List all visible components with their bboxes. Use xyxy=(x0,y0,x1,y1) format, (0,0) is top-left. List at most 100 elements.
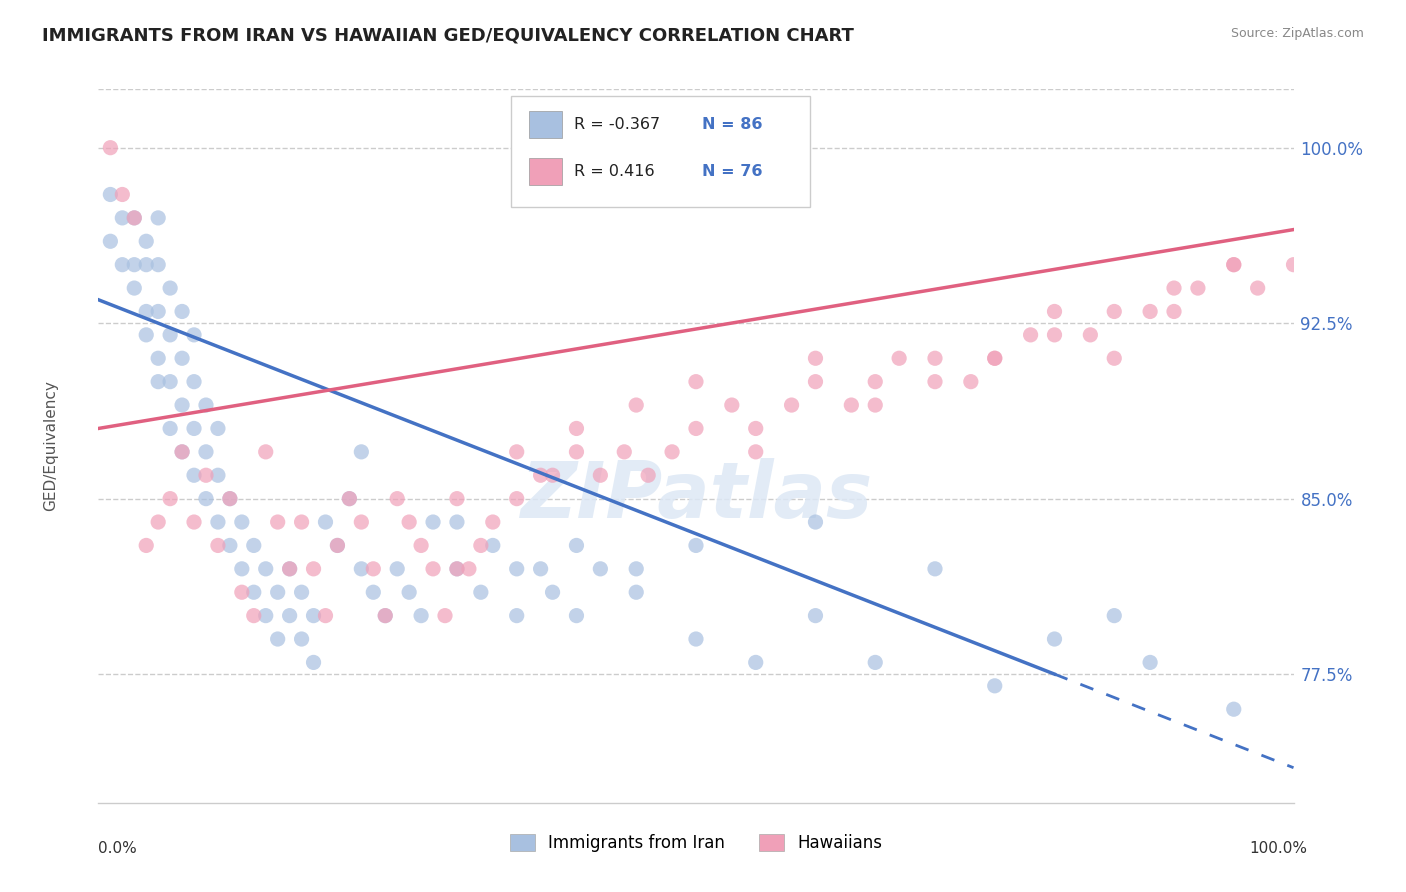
Point xyxy=(172,351,194,366)
Point xyxy=(254,608,277,623)
Point xyxy=(637,468,659,483)
Point xyxy=(207,421,229,435)
Point xyxy=(1282,258,1305,272)
Point xyxy=(278,562,301,576)
Point xyxy=(745,445,768,459)
Point xyxy=(172,445,194,459)
Point xyxy=(482,538,505,552)
Point xyxy=(98,141,122,155)
FancyBboxPatch shape xyxy=(510,96,810,207)
Point xyxy=(960,375,983,389)
Point xyxy=(363,585,385,599)
FancyBboxPatch shape xyxy=(529,112,562,138)
Point xyxy=(589,562,612,576)
Point xyxy=(745,421,768,435)
Point xyxy=(172,398,194,412)
Point xyxy=(267,585,290,599)
Point xyxy=(626,398,648,412)
Point xyxy=(530,562,553,576)
Point xyxy=(207,468,229,483)
Point xyxy=(841,398,863,412)
Point xyxy=(865,656,887,670)
Point xyxy=(183,421,205,435)
Point xyxy=(278,608,301,623)
Point xyxy=(243,585,266,599)
Point xyxy=(458,562,481,576)
Point xyxy=(541,468,564,483)
Point xyxy=(350,515,373,529)
Point xyxy=(231,562,253,576)
Point xyxy=(565,421,588,435)
Point xyxy=(148,211,170,225)
Text: N = 76: N = 76 xyxy=(702,164,762,178)
Point xyxy=(804,608,827,623)
Point xyxy=(148,375,170,389)
Point xyxy=(124,211,146,225)
Point xyxy=(172,304,194,318)
Point xyxy=(302,656,325,670)
Point xyxy=(1080,327,1102,342)
Point xyxy=(135,304,157,318)
Point xyxy=(1247,281,1270,295)
Point xyxy=(565,608,588,623)
Point xyxy=(195,445,218,459)
Point xyxy=(254,445,277,459)
Point xyxy=(207,538,229,552)
Point xyxy=(685,375,707,389)
Point xyxy=(195,398,218,412)
Point xyxy=(374,608,396,623)
Point xyxy=(1139,304,1161,318)
Point xyxy=(613,445,636,459)
Point xyxy=(506,562,529,576)
Text: 0.0%: 0.0% xyxy=(98,841,138,856)
Point xyxy=(183,468,205,483)
Point xyxy=(804,351,827,366)
Point xyxy=(339,491,361,506)
Point xyxy=(302,608,325,623)
Point xyxy=(385,491,409,506)
Point xyxy=(148,258,170,272)
Point xyxy=(565,445,588,459)
Point xyxy=(422,562,444,576)
Point xyxy=(565,538,588,552)
Point xyxy=(865,375,887,389)
Point xyxy=(278,562,301,576)
Point xyxy=(924,562,946,576)
Point xyxy=(135,538,157,552)
Text: GED/Equivalency: GED/Equivalency xyxy=(44,381,58,511)
Point xyxy=(124,281,146,295)
Point xyxy=(889,351,911,366)
Point xyxy=(195,468,218,483)
Point xyxy=(374,608,396,623)
Point xyxy=(721,398,744,412)
Point xyxy=(148,351,170,366)
Point xyxy=(470,585,492,599)
Point xyxy=(159,421,181,435)
Point xyxy=(745,656,768,670)
Point xyxy=(219,538,242,552)
Point xyxy=(984,679,1007,693)
Point xyxy=(135,258,157,272)
Point xyxy=(219,491,242,506)
Point xyxy=(589,468,612,483)
Point xyxy=(124,258,146,272)
Point xyxy=(363,562,385,576)
Point xyxy=(1043,304,1066,318)
Point xyxy=(124,211,146,225)
Point xyxy=(626,585,648,599)
Point xyxy=(98,234,122,248)
Point xyxy=(183,327,205,342)
Point xyxy=(195,491,218,506)
Text: R = 0.416: R = 0.416 xyxy=(574,164,655,178)
Point xyxy=(685,421,707,435)
Point xyxy=(506,608,529,623)
Point xyxy=(135,327,157,342)
Point xyxy=(1139,656,1161,670)
Point xyxy=(984,351,1007,366)
Point xyxy=(350,445,373,459)
Legend: Immigrants from Iran, Hawaiians: Immigrants from Iran, Hawaiians xyxy=(503,827,889,859)
Point xyxy=(243,538,266,552)
Point xyxy=(254,562,277,576)
Text: R = -0.367: R = -0.367 xyxy=(574,118,661,132)
Point xyxy=(326,538,349,552)
